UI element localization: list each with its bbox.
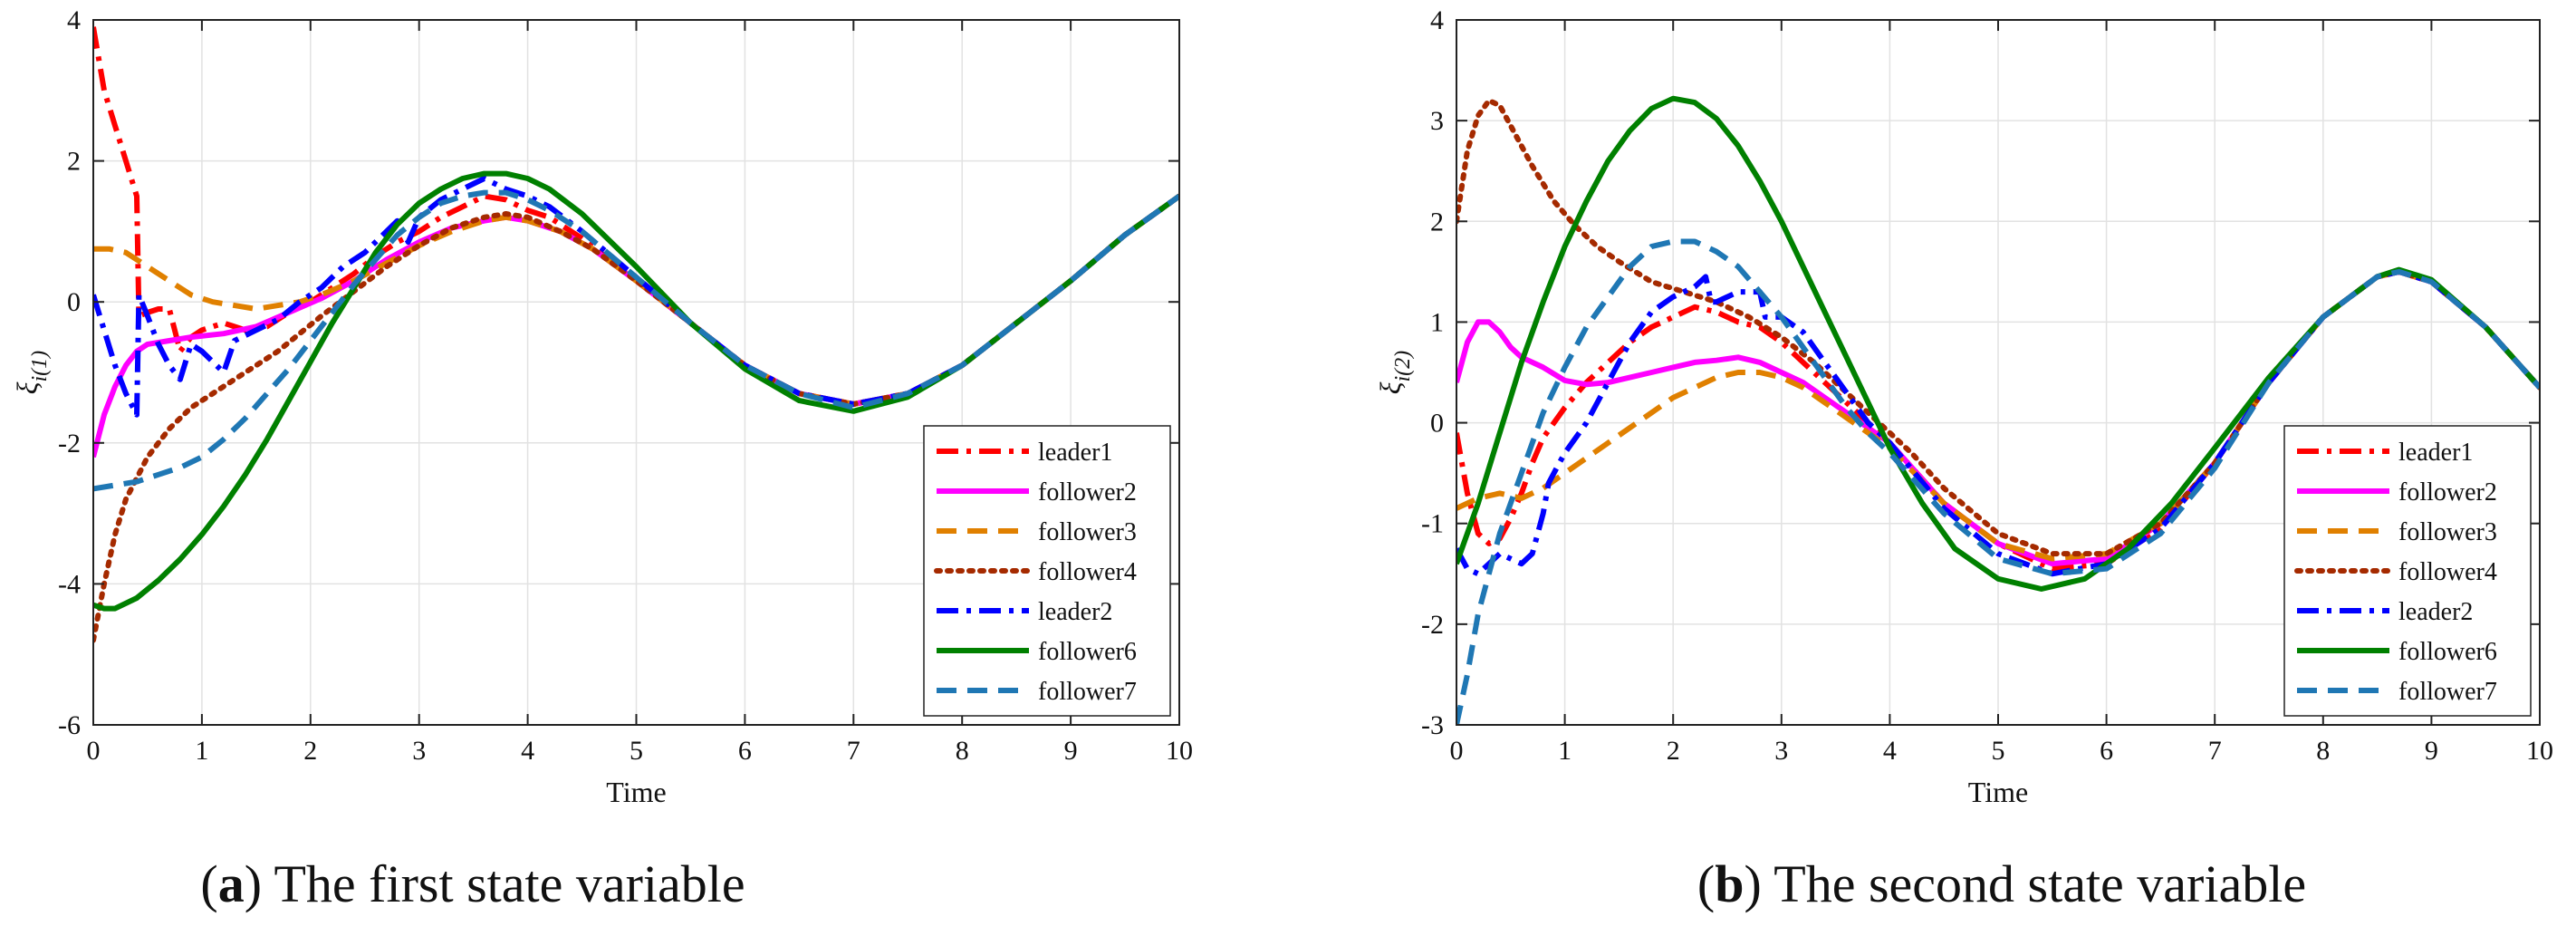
legend-label-follower3: follower3 [1038,518,1137,546]
x-tick-label: 7 [847,736,860,766]
legend-label-follower2: follower2 [1038,478,1137,507]
x-tick-label: 8 [2316,736,2330,766]
legend-label-follower4: follower4 [1038,558,1137,586]
chart-a: 0 1 2 3 4 5 6 7 8 9 10 -6 -4 -2 0 2 4 Time ξi(1) leader1 fol… [11,5,1193,808]
x-tick-label: 9 [1064,736,1078,766]
x-axis-label: Time [606,776,666,808]
legend-label-follower7: follower7 [2398,678,2497,706]
series-line-follower7 [1456,238,2540,725]
legend-box [923,425,1171,717]
legend-label-leader1: leader1 [2398,439,2473,467]
x-tick-label: 6 [2100,736,2113,766]
x-tick-label: 2 [1667,736,1680,766]
x-tick-label: 3 [1774,736,1788,766]
x-tick-label: 7 [2208,736,2222,766]
legend-label-leader1: leader1 [1038,439,1112,467]
x-axis-label: Time [1968,776,2028,808]
y-tick-label: 4 [67,5,81,35]
x-tick-label: 5 [1992,736,2005,766]
y-tick-label: 3 [1430,106,1444,136]
caption-b: (b) The second state variable [1697,854,2306,913]
legend-label-follower7: follower7 [1038,678,1137,706]
series-line-leader2 [93,176,1179,418]
y-tick-label: -1 [1421,509,1444,539]
y-axis-label: ξi(1) [11,351,52,394]
legend-label-leader2: leader2 [1038,598,1112,626]
x-tick-label: 8 [956,736,969,766]
x-tick-label: 9 [2425,736,2438,766]
caption-a: (a) The first state variable [200,854,745,913]
y-tick-label: -3 [1421,710,1444,740]
legend-label-follower4: follower4 [2398,558,2497,586]
x-tick-label: 5 [630,736,643,766]
series-group [93,26,1179,643]
legend-label-follower6: follower6 [2398,638,2497,666]
y-tick-label: -6 [58,710,81,740]
y-tick-label: 0 [67,287,81,317]
x-tick-label: 0 [1450,736,1464,766]
x-tick-label: 0 [87,736,101,766]
series-line-follower7 [93,189,1179,492]
series-line-follower4 [93,193,1179,643]
series-line-follower6 [93,170,1179,612]
y-tick-label: 4 [1430,5,1444,35]
series-line-follower3 [93,194,1179,407]
y-tick-label: -2 [58,429,81,458]
series-group [1456,95,2540,725]
y-axis-label: ξi(2) [1374,351,1415,394]
legend: leader1 follower2 follower3 follower4 leader… [2283,425,2532,717]
legend-box [2283,425,2532,717]
y-tick-label: 1 [1430,307,1444,337]
x-tick-label: 4 [1883,736,1897,766]
series-line-leader2 [1456,268,2540,577]
x-tick-label: 4 [521,736,534,766]
x-tick-label: 6 [738,736,752,766]
x-tick-label: 2 [303,736,317,766]
legend-label-leader2: leader2 [2398,598,2473,626]
legend-label-follower3: follower3 [2398,518,2497,546]
chart-b: 0 1 2 3 4 5 6 7 8 9 10 -3 -2 -1 0 1 2 3 4 Time ξi(2) leader1 f… [1374,5,2553,808]
x-tick-label: 1 [195,736,208,766]
x-tick-label: 3 [412,736,426,766]
y-tick-label: 2 [1430,207,1444,236]
x-tick-label: 10 [1166,736,1193,766]
legend-label-follower2: follower2 [2398,478,2497,507]
x-tick-label: 1 [1558,736,1572,766]
y-tick-label: -2 [1421,610,1444,640]
y-tick-label: -4 [58,569,81,599]
y-tick-label: 0 [1430,409,1444,439]
y-tick-label: 2 [67,147,81,177]
x-tick-label: 10 [2526,736,2553,766]
legend: leader1 follower2 follower3 follower4 leader… [923,425,1171,717]
legend-label-follower6: follower6 [1038,638,1137,666]
